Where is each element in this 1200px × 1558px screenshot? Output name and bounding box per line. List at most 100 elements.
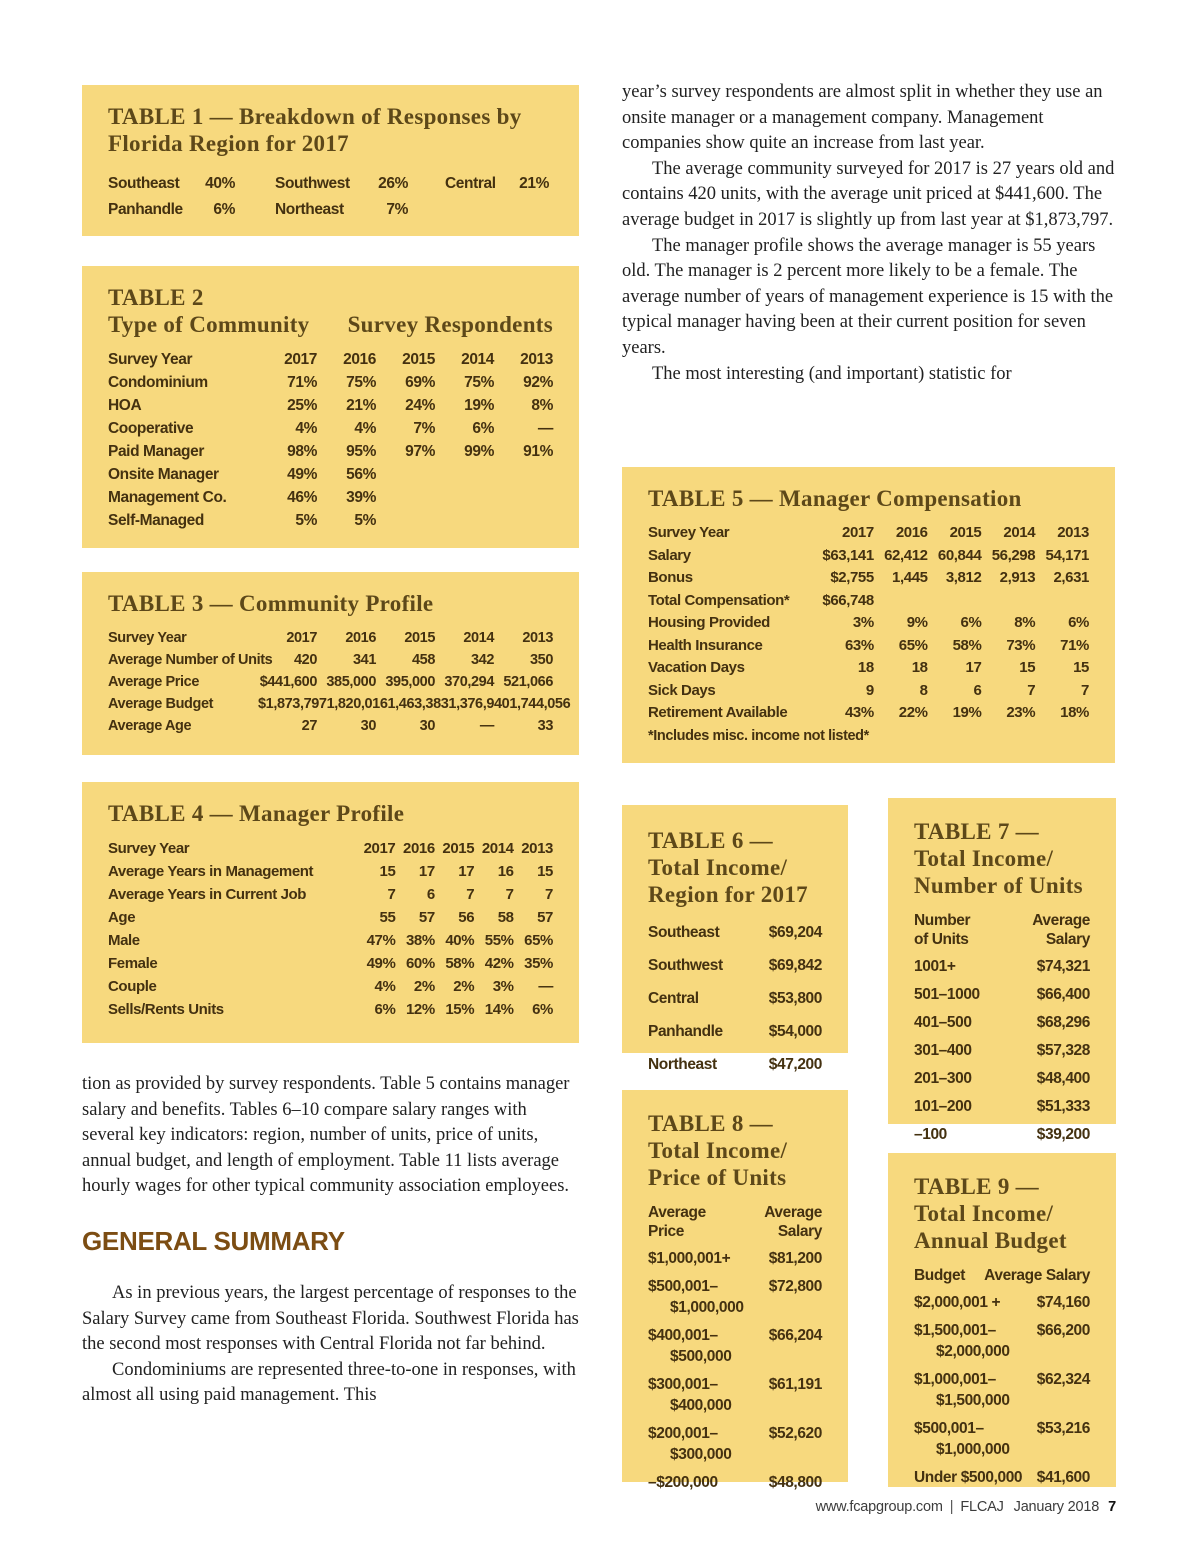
column-header-line: Price xyxy=(648,1223,684,1240)
table-8-box: TABLE 8 — Total Income/ Price of Units A… xyxy=(622,1090,848,1491)
row-value: 6% xyxy=(213,201,235,218)
table-8-title-line: Total Income/ xyxy=(648,1138,788,1163)
table-row: Central $53,800 xyxy=(648,988,822,1009)
row-value: $69,204 xyxy=(768,924,823,941)
row-value: 75% xyxy=(464,374,494,391)
footer-journal: FLCAJ xyxy=(960,1499,1004,1515)
table-row: –$200,000 $48,800 xyxy=(648,1472,822,1493)
row-value: 1,376,940 xyxy=(448,696,510,712)
column-header-line: Salary xyxy=(777,1223,823,1240)
column-header: 2017 xyxy=(284,351,317,368)
table-6-title-line: Region for 2017 xyxy=(648,882,808,907)
row-value: $61,191 xyxy=(768,1376,823,1393)
body-paragraph: year’s survey respondents are almost spl… xyxy=(622,82,1103,154)
row-value: 7% xyxy=(386,201,408,218)
body-paragraph: The manager profile shows the average ma… xyxy=(622,235,1114,358)
table-row: Management Co. 46% 39% xyxy=(108,486,553,509)
table-row: $200,001– $300,000 $52,620 xyxy=(648,1423,822,1465)
row-value: 91% xyxy=(523,443,553,460)
row-value: 8% xyxy=(531,397,553,414)
table-row: 301–400 $57,328 xyxy=(914,1040,1090,1061)
table-row: $500,001– $1,000,000 $72,800 xyxy=(648,1276,822,1318)
row-label: Southwest xyxy=(275,175,350,192)
row-value: $74,321 xyxy=(1036,958,1091,975)
table-row: Average Age 27 30 30 — 33 xyxy=(108,715,553,737)
row-value: 40% xyxy=(445,932,475,949)
column-header: 2017 xyxy=(286,630,317,646)
row-value: 1,463,383 xyxy=(387,696,449,712)
row-value: 5% xyxy=(354,512,376,529)
row-value: $74,160 xyxy=(1036,1294,1091,1311)
row-value: $53,800 xyxy=(768,990,823,1007)
row-label: Housing Provided xyxy=(648,614,770,631)
row-value: 24% xyxy=(405,397,435,414)
column-header-row: Average Price Average Salary xyxy=(648,1203,822,1241)
column-header: 2013 xyxy=(1057,524,1089,541)
row-label: Sick Days xyxy=(648,681,716,699)
row-label: $300,001– $400,000 xyxy=(648,1374,732,1416)
row-label-line: $400,001– xyxy=(648,1327,718,1344)
column-header-row: Survey Year 2017 2016 2015 2014 2013 xyxy=(648,522,1089,545)
table-1-title-line-1: TABLE 1 — Breakdown of Responses by xyxy=(108,104,522,129)
row-value: $1,873,797 xyxy=(258,696,327,712)
table-2-box: TABLE 2 Type of Community Survey Respond… xyxy=(82,266,579,548)
row-value: $81,200 xyxy=(768,1250,823,1267)
row-label-line: $1,000,000 xyxy=(936,1441,1010,1458)
row-value: 2% xyxy=(453,978,475,995)
column-header: 2013 xyxy=(521,840,553,857)
body-paragraph: The average community surveyed for 2017 … xyxy=(622,158,1115,230)
row-value: 341 xyxy=(353,652,376,668)
row-value: 27 xyxy=(301,718,318,734)
row-value: 97% xyxy=(405,443,435,460)
row-label: Cooperative xyxy=(108,420,194,437)
row-value: 7 xyxy=(387,886,396,903)
right-text-column: year’s survey respondents are almost spl… xyxy=(622,80,1118,387)
row-label-line: $2,000,000 xyxy=(936,1343,1010,1360)
row-value: — xyxy=(538,978,553,995)
row-value: $2,755 xyxy=(830,569,874,586)
row-value: 7 xyxy=(1081,681,1089,699)
row-value: 6 xyxy=(426,886,435,903)
table-row: Bonus $2,755 1,445 3,812 2,913 2,631 xyxy=(648,567,1089,590)
left-text-column: tion as provided by survey respondents. … xyxy=(82,1072,582,1409)
row-value: 14% xyxy=(484,1001,514,1018)
row-value: 40% xyxy=(205,175,235,192)
table-row: $300,001– $400,000 $61,191 xyxy=(648,1374,822,1416)
row-value: 17 xyxy=(965,659,982,676)
row-label-line: $300,001– xyxy=(648,1376,718,1393)
row-label-line: $1,500,000 xyxy=(936,1392,1010,1409)
summary-paragraphs: As in previous years, the largest percen… xyxy=(82,1281,582,1409)
row-label: Paid Manager xyxy=(108,443,204,460)
row-value: 62,412 xyxy=(884,546,928,564)
column-header: 2014 xyxy=(463,630,494,646)
table-7-title-line: TABLE 7 — xyxy=(914,819,1039,844)
row-value: 2% xyxy=(413,978,435,995)
table-4-box: TABLE 4 — Manager Profile Survey Year 20… xyxy=(82,782,579,1043)
row-value: 33 xyxy=(537,718,554,734)
table-row: Average Budget $1,873,797 1,820,016 1,46… xyxy=(108,693,571,715)
table-row: Couple 4% 2% 2% 3% — xyxy=(108,975,553,998)
row-value: 15 xyxy=(1073,659,1089,676)
row-value: 15% xyxy=(445,1001,475,1018)
table-5-box: TABLE 5 — Manager Compensation Survey Ye… xyxy=(622,467,1115,763)
row-value: 7 xyxy=(466,886,475,903)
table-row: 401–500 $68,296 xyxy=(914,1012,1090,1033)
row-value: 49% xyxy=(366,955,396,972)
row-label-line: $500,001– xyxy=(648,1278,718,1295)
row-label: Health Insurance xyxy=(648,636,763,654)
column-header-line: Average xyxy=(648,1204,706,1221)
row-value: 95% xyxy=(346,443,376,460)
row-label: $1,000,001– $1,500,000 xyxy=(914,1369,1010,1411)
table-row: $2,000,001 + $74,160 xyxy=(914,1292,1090,1313)
column-header: Survey Year xyxy=(648,524,730,541)
table-7-title-line: Total Income/ xyxy=(914,846,1054,871)
table-9-title-line: Annual Budget xyxy=(914,1228,1067,1253)
row-value: 73% xyxy=(1006,636,1036,654)
row-value: 342 xyxy=(471,652,494,668)
table-2-number: TABLE 2 xyxy=(108,285,204,310)
row-value: 6% xyxy=(532,1001,553,1018)
row-label: Vacation Days xyxy=(648,659,745,676)
table-row: Self-Managed 5% 5% xyxy=(108,509,553,532)
row-label: Northeast xyxy=(648,1056,717,1073)
row-value: 385,000 xyxy=(326,674,376,690)
